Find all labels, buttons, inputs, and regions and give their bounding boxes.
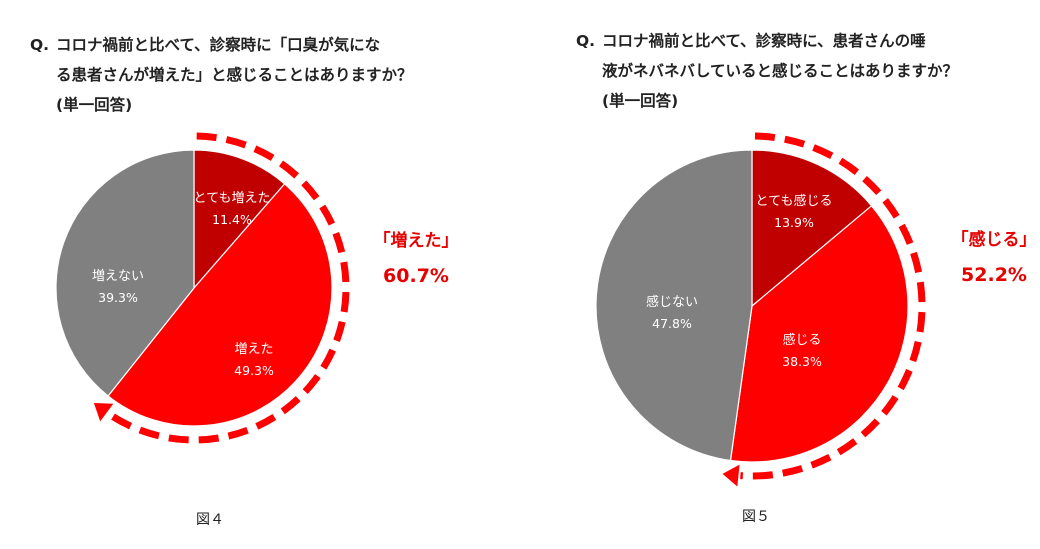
question-note: (単一回答) [602,92,679,110]
slice-value-label: 11.4% [212,212,252,227]
chart-panel-fig5: Q. コロナ禍前と比べて、診察時に、患者さんの唾 液がネバネバしていると感じること… [520,0,1040,549]
figure-label: 図４ [196,512,224,528]
slice-value-label: 39.3% [98,290,138,305]
question-line-1: コロナ禍前と比べて、診察時に「口臭が気にな [56,36,381,54]
callout-value: 60.7% [383,265,449,287]
callout: 「増えた」 60.7% [368,226,464,287]
callout-arc [740,132,926,480]
pie-slice [751,149,873,308]
callout-arc [105,132,350,444]
question-line-2: る患者さんが増えた」と感じることはありますか？ [56,66,413,84]
slice-label: 感じる [782,332,821,348]
question-prefix: Q. [30,36,50,54]
slice-label: 感じない [646,294,698,310]
slice-label: 増えた [234,342,273,357]
slice-value-label: 49.3% [234,363,274,378]
slice-value-label: 13.9% [774,215,814,230]
question-line-2: 液がネバネバしていると感じることはありますか？ [602,62,959,80]
callout-arrowhead [93,403,114,422]
slice-value-label: 47.8% [652,316,692,331]
question-text: Q. コロナ禍前と比べて、診察時に「口臭が気にな る患者さんが増えた」と感じること… [30,30,413,120]
pie-chart: とても感じる 13.9% 感じる 38.3% 感じない 47.8% [595,132,926,487]
slice-label: 増えない [92,269,144,284]
callout-label: 「増えた」 [373,231,459,251]
slice-label: とても増えた [194,191,271,206]
pie-slice [107,183,333,427]
pie-slice [729,204,909,463]
callout-label: 「感じる」 [951,230,1037,250]
pie-slice [193,149,286,290]
question-line-1: コロナ禍前と比べて、診察時に、患者さんの唾 [602,32,926,50]
figure-label: 図５ [742,509,770,525]
callout: 「感じる」 52.2% [946,225,1040,286]
callout-arrowhead [722,464,740,487]
question-prefix: Q. [576,32,596,50]
callout-value: 52.2% [961,264,1027,286]
slice-value-label: 38.3% [782,354,822,369]
pie-slice [595,149,753,462]
chart-panel-fig4: Q. コロナ禍前と比べて、診察時に「口臭が気にな る患者さんが増えた」と感じること… [30,30,464,528]
pie-chart: とても増えた 11.4% 増えた 49.3% 増えない 39.3% [55,132,350,444]
pie-slice [55,149,195,397]
slice-label: とても感じる [756,193,833,209]
question-text: Q. コロナ禍前と比べて、診察時に、患者さんの唾 液がネバネバしていると感じること… [576,26,958,116]
question-note: (単一回答) [56,96,133,114]
